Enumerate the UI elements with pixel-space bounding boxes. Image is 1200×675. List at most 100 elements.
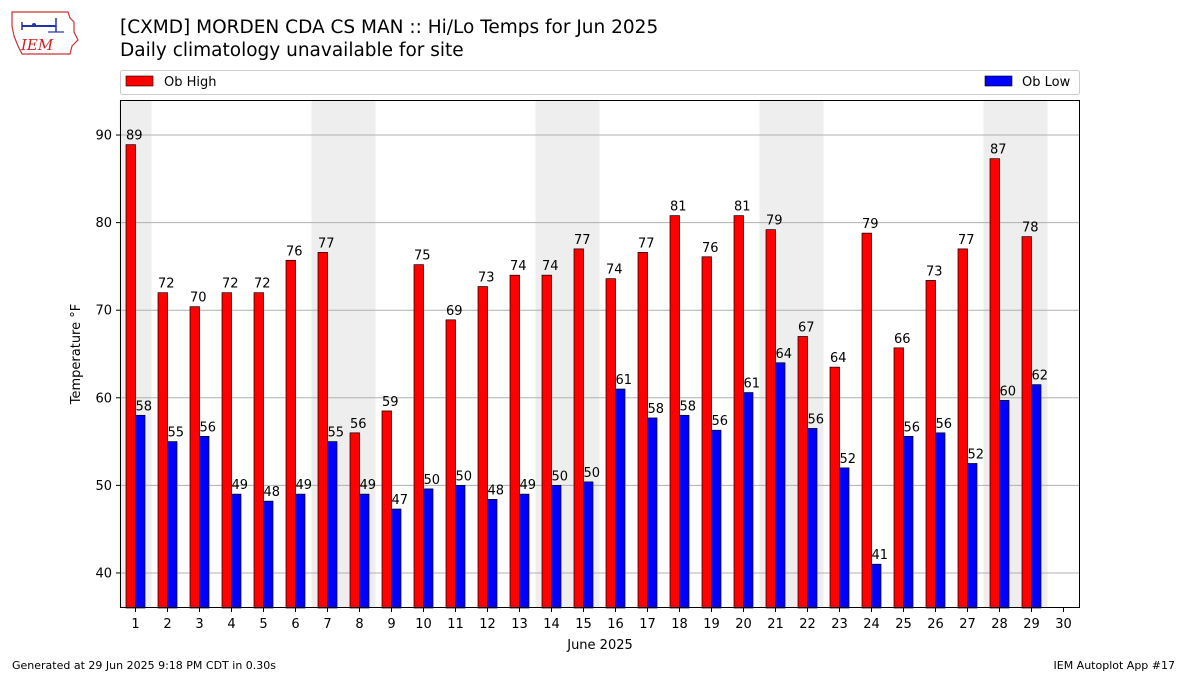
- data-label-high-29: 78: [1022, 221, 1039, 236]
- y-tick-label-40: 40: [95, 566, 112, 581]
- bar-low-25: [903, 435, 914, 609]
- legend-frame: [120, 70, 1080, 95]
- data-label-low-14: 50: [552, 469, 569, 484]
- data-label-high-10: 75: [414, 249, 431, 264]
- data-label-low-11: 50: [456, 469, 473, 484]
- bar-high-29: [1021, 236, 1032, 609]
- bar-low-28: [999, 400, 1010, 609]
- weekend-band-29: [1015, 100, 1048, 608]
- data-label-high-28: 87: [990, 143, 1007, 158]
- bar-high-9: [381, 410, 392, 609]
- data-label-low-26: 56: [936, 417, 953, 432]
- legend: Ob High Ob Low: [120, 70, 1080, 95]
- weekend-band-28: [983, 100, 1016, 608]
- x-tick-label-23: 23: [831, 617, 848, 632]
- bar-low-26: [935, 432, 946, 609]
- data-label-low-29: 62: [1032, 369, 1049, 384]
- x-tick-label-21: 21: [767, 617, 784, 632]
- data-label-low-7: 55: [328, 426, 345, 441]
- bar-low-22: [807, 428, 818, 609]
- data-label-low-25: 56: [904, 420, 921, 435]
- bar-low-23: [839, 467, 850, 609]
- data-label-low-4: 49: [232, 478, 249, 493]
- x-tick-label-5: 5: [259, 617, 267, 632]
- bar-high-2: [157, 292, 168, 609]
- data-label-low-24: 41: [872, 548, 889, 563]
- weekend-band-1: [119, 100, 152, 608]
- weekend-band-15: [567, 100, 600, 608]
- bar-low-19: [711, 429, 722, 609]
- x-tick-label-2: 2: [163, 617, 171, 632]
- bar-low-18: [679, 414, 690, 609]
- data-label-low-18: 58: [680, 399, 697, 414]
- bar-high-16: [605, 278, 616, 609]
- weekend-bands: [119, 100, 1048, 608]
- x-tick-label-7: 7: [323, 617, 331, 632]
- x-tick-label-25: 25: [895, 617, 912, 632]
- x-tick-label-6: 6: [291, 617, 299, 632]
- bar-high-3: [189, 306, 200, 609]
- x-tick-label-9: 9: [387, 617, 395, 632]
- data-label-high-5: 72: [254, 277, 271, 292]
- data-label-high-3: 70: [190, 291, 207, 306]
- data-label-low-13: 49: [520, 478, 537, 493]
- footer-app: IEM Autoplot App #17: [1053, 659, 1176, 672]
- x-tick-label-24: 24: [863, 617, 880, 632]
- chart-subtitle: Daily climatology unavailable for site: [120, 40, 464, 61]
- bar-high-24: [861, 232, 872, 609]
- data-label-high-6: 76: [286, 244, 303, 259]
- x-tick-label-10: 10: [415, 617, 432, 632]
- bar-high-28: [989, 158, 1000, 609]
- data-label-low-5: 48: [264, 485, 281, 500]
- data-label-high-9: 59: [382, 395, 399, 410]
- data-label-high-4: 72: [222, 277, 239, 292]
- bar-high-8: [349, 432, 360, 609]
- data-label-high-21: 79: [766, 214, 783, 229]
- x-tick-label-3: 3: [195, 617, 203, 632]
- bar-low-14: [551, 485, 562, 609]
- bar-low-9: [391, 508, 402, 609]
- x-axis-label: June 2025: [566, 638, 633, 653]
- data-label-high-8: 56: [350, 417, 367, 432]
- x-tick-label-14: 14: [543, 617, 560, 632]
- data-label-high-18: 81: [670, 200, 687, 215]
- data-label-low-15: 50: [584, 466, 601, 481]
- x-axis-ticks: 1 2 3 4 5 6 7 8 9 10 11 12 13 14 15 16 17 18 19 20 21 22 23 24 2…: [131, 608, 1072, 632]
- bar-low-13: [519, 493, 530, 609]
- footer-generated: Generated at 29 Jun 2025 9:18 PM CDT in …: [12, 659, 277, 672]
- data-label-low-9: 47: [392, 493, 409, 508]
- x-tick-label-22: 22: [799, 617, 816, 632]
- bar-high-11: [445, 319, 456, 609]
- x-tick-label-15: 15: [575, 617, 592, 632]
- bar-high-6: [285, 259, 296, 609]
- data-label-low-12: 48: [488, 483, 505, 498]
- data-label-low-10: 50: [424, 473, 441, 488]
- data-label-low-27: 52: [968, 447, 985, 462]
- data-label-low-23: 52: [840, 452, 857, 467]
- data-label-high-15: 77: [574, 233, 591, 248]
- bar-low-15: [583, 481, 594, 609]
- bar-high-15: [573, 248, 584, 609]
- bar-high-13: [509, 274, 520, 609]
- bar-high-23: [829, 366, 840, 609]
- data-label-high-26: 73: [926, 264, 943, 279]
- bar-low-5: [263, 500, 274, 609]
- data-label-high-16: 74: [606, 263, 623, 278]
- x-tick-label-11: 11: [447, 617, 464, 632]
- bar-high-14: [541, 274, 552, 609]
- y-tick-label-60: 60: [95, 391, 112, 406]
- data-label-high-19: 76: [702, 241, 719, 256]
- bars: [125, 144, 1042, 609]
- x-tick-label-8: 8: [355, 617, 363, 632]
- bar-low-24: [871, 563, 882, 609]
- legend-swatch-low: [984, 75, 1013, 87]
- bar-high-25: [893, 347, 904, 609]
- bar-high-27: [957, 248, 968, 609]
- data-label-low-1: 58: [136, 399, 153, 414]
- data-label-low-6: 49: [296, 478, 313, 493]
- bar-low-2: [167, 441, 178, 609]
- data-label-high-2: 72: [158, 277, 175, 292]
- data-label-high-13: 74: [510, 259, 527, 274]
- x-tick-label-18: 18: [671, 617, 688, 632]
- bar-low-27: [967, 463, 978, 609]
